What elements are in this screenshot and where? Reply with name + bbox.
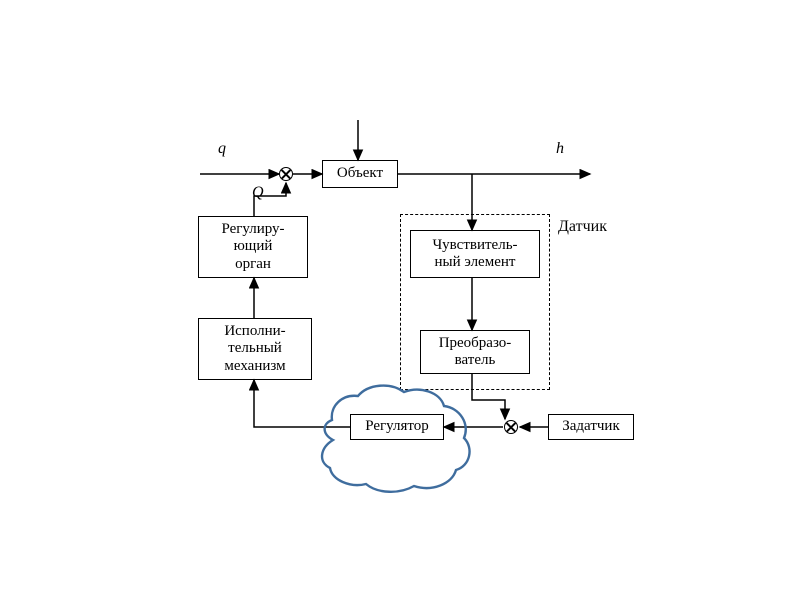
summing-junction-right [504, 420, 518, 434]
arrow-reg-to-act [254, 380, 350, 427]
block-setter-label: Задатчик [562, 418, 620, 435]
block-regulator: Регулятор [350, 414, 444, 440]
block-sensor-label: Чувствитель-ный элемент [432, 237, 517, 272]
block-sensor: Чувствитель-ный элемент [410, 230, 540, 278]
block-object: Объект [322, 160, 398, 188]
label-sensor-group: Датчик [558, 218, 607, 236]
diagram-stage: { "type": "block-diagram", "background_c… [0, 0, 800, 600]
block-converter-label: Преобразо-ватель [439, 335, 512, 370]
block-actuator: Исполни-тельныймеханизм [198, 318, 312, 380]
block-reg-organ-label: Регулиру-ющийорган [221, 221, 284, 273]
summing-junction-left [279, 167, 293, 181]
block-reg-organ: Регулиру-ющийорган [198, 216, 308, 278]
block-setter: Задатчик [548, 414, 634, 440]
label-q: q [218, 140, 226, 158]
label-Q: Q [252, 184, 264, 202]
block-object-label: Объект [337, 165, 383, 182]
block-actuator-label: Исполни-тельныймеханизм [224, 323, 285, 375]
block-regulator-label: Регулятор [365, 418, 429, 435]
label-h: h [556, 140, 564, 158]
block-converter: Преобразо-ватель [420, 330, 530, 374]
